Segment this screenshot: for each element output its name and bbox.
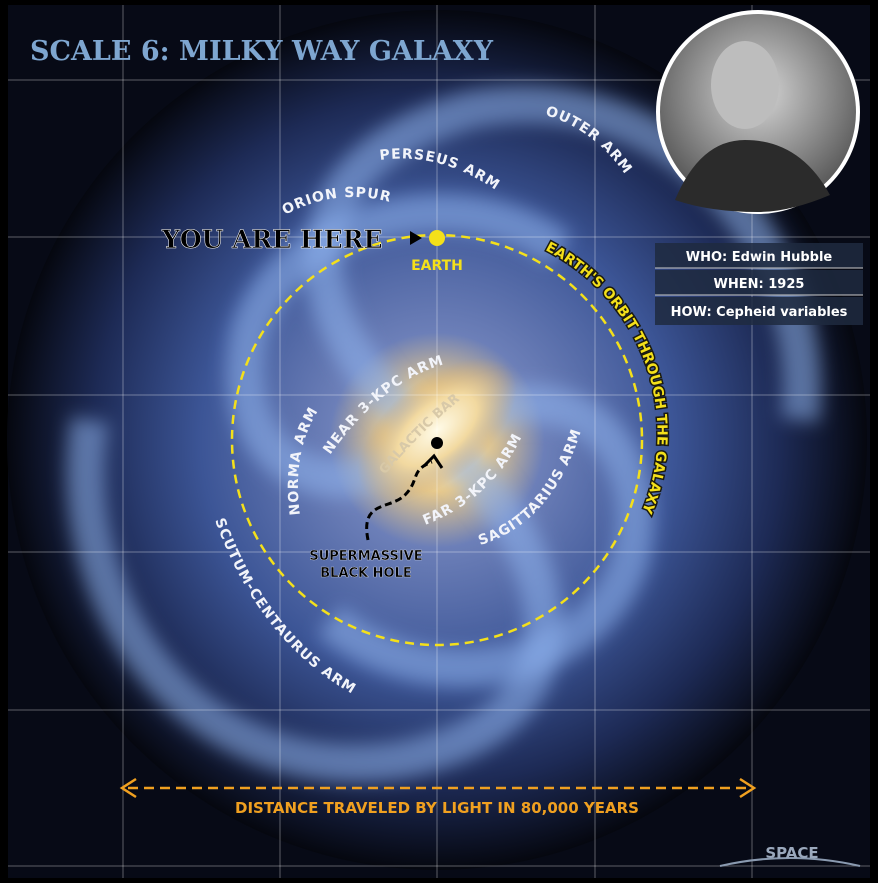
portrait-body (675, 140, 830, 212)
spiral-arms (66, 85, 821, 783)
arrow-head (422, 453, 444, 469)
info-box (655, 243, 863, 268)
black-hole-label-2: BLACK HOLE (320, 566, 412, 581)
pointer (410, 231, 422, 245)
logo: SPACE (765, 844, 818, 862)
black-hole-arrow (365, 460, 433, 541)
when: WHEN: 1925 (714, 277, 805, 292)
info-box (655, 270, 863, 295)
how: HOW: Cepheid variables (671, 305, 848, 320)
galactic-bar-glow (357, 357, 517, 503)
grid (8, 5, 870, 878)
who: WHO: Edwin Hubble (686, 250, 833, 265)
you-are-here: YOU ARE HERE (161, 225, 383, 254)
earth-dot (429, 230, 445, 246)
title: SCALE 6: MILKY WAY GALAXY (30, 36, 494, 67)
distance-label: DISTANCE TRAVELED BY LIGHT IN 80,000 YEA… (235, 799, 639, 817)
info-box (655, 297, 863, 325)
black-hole (431, 437, 443, 449)
earth-label: EARTH (411, 258, 463, 274)
portrait-head (711, 41, 779, 129)
black-hole-label-1: SUPERMASSIVE (309, 549, 422, 564)
logo-swoosh (719, 857, 861, 867)
distance-arrowheads (119, 777, 757, 799)
